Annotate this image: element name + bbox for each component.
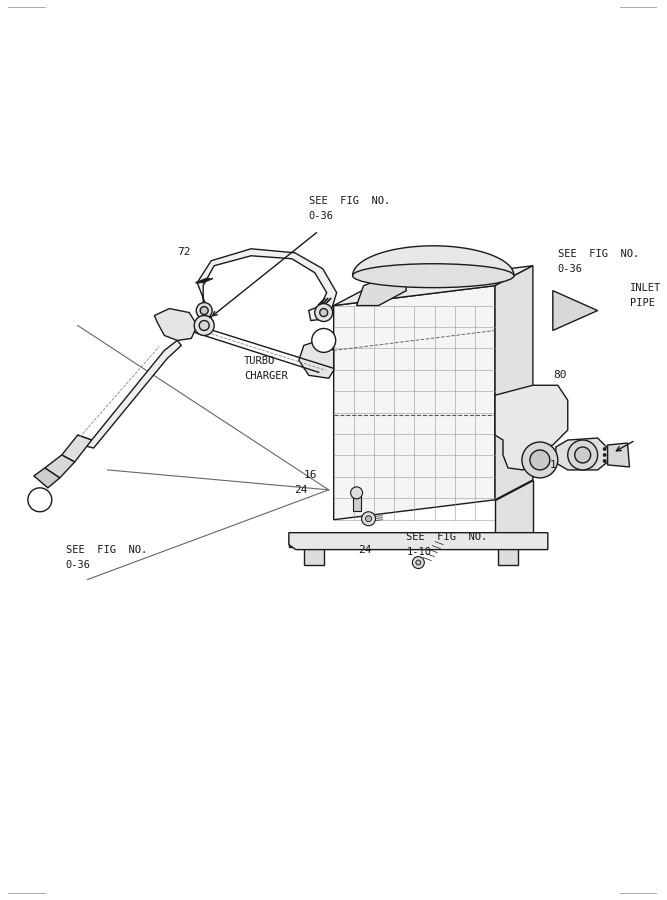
Circle shape	[28, 488, 52, 512]
Circle shape	[311, 328, 336, 353]
Polygon shape	[299, 340, 334, 378]
Polygon shape	[608, 443, 630, 467]
Polygon shape	[289, 535, 538, 546]
Circle shape	[366, 516, 372, 522]
Polygon shape	[45, 455, 75, 478]
Polygon shape	[197, 248, 337, 320]
Polygon shape	[498, 546, 518, 564]
Text: 1-10: 1-10	[406, 546, 432, 556]
Text: A: A	[37, 500, 43, 508]
Circle shape	[412, 556, 424, 569]
Circle shape	[199, 320, 209, 330]
Polygon shape	[77, 340, 181, 448]
Circle shape	[530, 450, 550, 470]
Text: 16: 16	[303, 470, 317, 480]
Polygon shape	[303, 546, 323, 564]
Polygon shape	[353, 495, 361, 511]
Text: 1: 1	[550, 460, 556, 470]
Text: SEE  FIG  NO.: SEE FIG NO.	[406, 532, 488, 542]
Polygon shape	[357, 271, 406, 306]
Text: 0-36: 0-36	[309, 211, 334, 220]
Polygon shape	[495, 385, 568, 470]
Ellipse shape	[353, 264, 514, 288]
Circle shape	[603, 460, 606, 463]
Text: 72: 72	[177, 247, 191, 256]
Text: 24: 24	[359, 544, 372, 554]
Text: 24: 24	[294, 485, 307, 495]
Circle shape	[200, 307, 208, 314]
Circle shape	[194, 316, 214, 336]
Text: TURBO: TURBO	[244, 356, 275, 366]
Text: SEE  FIG  NO.: SEE FIG NO.	[66, 544, 147, 554]
Circle shape	[319, 309, 327, 317]
Polygon shape	[553, 291, 598, 330]
Text: SEE  FIG  NO.: SEE FIG NO.	[309, 196, 390, 206]
Polygon shape	[334, 266, 533, 306]
Polygon shape	[495, 480, 533, 540]
Circle shape	[603, 454, 606, 456]
Circle shape	[568, 440, 598, 470]
Polygon shape	[334, 285, 495, 519]
Text: 0-36: 0-36	[558, 264, 583, 274]
Circle shape	[315, 303, 333, 321]
Polygon shape	[154, 309, 197, 340]
Polygon shape	[34, 468, 60, 488]
Circle shape	[575, 447, 591, 463]
Circle shape	[603, 447, 606, 451]
Text: PIPE: PIPE	[630, 298, 654, 308]
Text: INLET: INLET	[630, 283, 661, 293]
Circle shape	[522, 442, 558, 478]
Polygon shape	[556, 438, 608, 470]
Text: SEE  FIG  NO.: SEE FIG NO.	[558, 248, 639, 259]
Circle shape	[416, 560, 421, 565]
Polygon shape	[289, 533, 548, 550]
Text: CHARGER: CHARGER	[244, 372, 287, 382]
Circle shape	[196, 302, 212, 319]
Circle shape	[362, 512, 376, 526]
Polygon shape	[495, 266, 533, 500]
Circle shape	[351, 487, 363, 499]
Text: 0-36: 0-36	[66, 560, 91, 570]
Text: A: A	[321, 340, 326, 349]
Polygon shape	[353, 246, 514, 275]
Text: 80: 80	[553, 370, 566, 381]
Polygon shape	[62, 435, 91, 462]
